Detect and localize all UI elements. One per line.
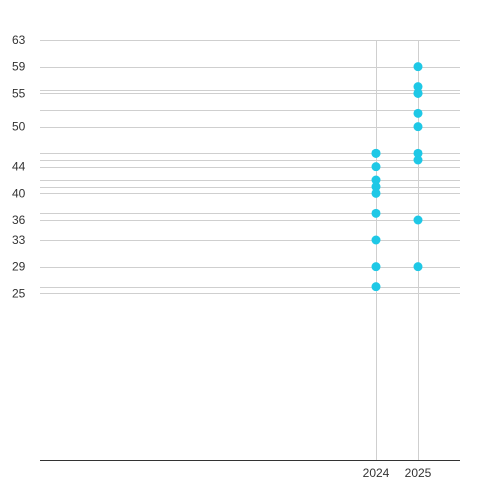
- data-points: [371, 62, 423, 292]
- data-point: [371, 262, 381, 272]
- category-gridlines: [376, 40, 419, 460]
- data-point: [371, 282, 381, 292]
- y-tick-label: 33: [12, 233, 26, 247]
- data-point: [413, 262, 423, 272]
- data-point: [371, 148, 381, 158]
- data-point: [413, 148, 423, 158]
- data-point: [371, 235, 381, 245]
- data-point: [413, 108, 423, 118]
- data-point: [413, 215, 423, 225]
- data-point: [413, 88, 423, 98]
- data-point: [413, 62, 423, 72]
- data-point: [371, 175, 381, 185]
- data-point: [371, 208, 381, 218]
- y-tick-label: 63: [12, 33, 26, 47]
- data-point: [413, 82, 423, 92]
- data-point: [371, 162, 381, 172]
- y-tick-label: 44: [12, 160, 26, 174]
- y-tick-labels: 63 59 55 50 44 40 36 33 29 25: [12, 33, 26, 300]
- y-tick-label: 55: [12, 86, 26, 100]
- y-tick-label: 29: [12, 260, 26, 274]
- y-tick-label: 40: [12, 186, 26, 200]
- x-tick-label-2025: 2025: [405, 466, 432, 480]
- data-point: [413, 155, 423, 165]
- data-point: [371, 188, 381, 198]
- data-point: [413, 122, 423, 132]
- y-tick-label: 36: [12, 213, 26, 227]
- y-tick-label: 50: [12, 120, 26, 134]
- x-tick-labels: 2024 2025: [363, 466, 432, 480]
- x-tick-label-2024: 2024: [363, 466, 390, 480]
- y-tick-label: 25: [12, 286, 26, 300]
- data-point: [371, 182, 381, 192]
- y-tick-label: 59: [12, 60, 26, 74]
- grid-layer: [40, 40, 460, 294]
